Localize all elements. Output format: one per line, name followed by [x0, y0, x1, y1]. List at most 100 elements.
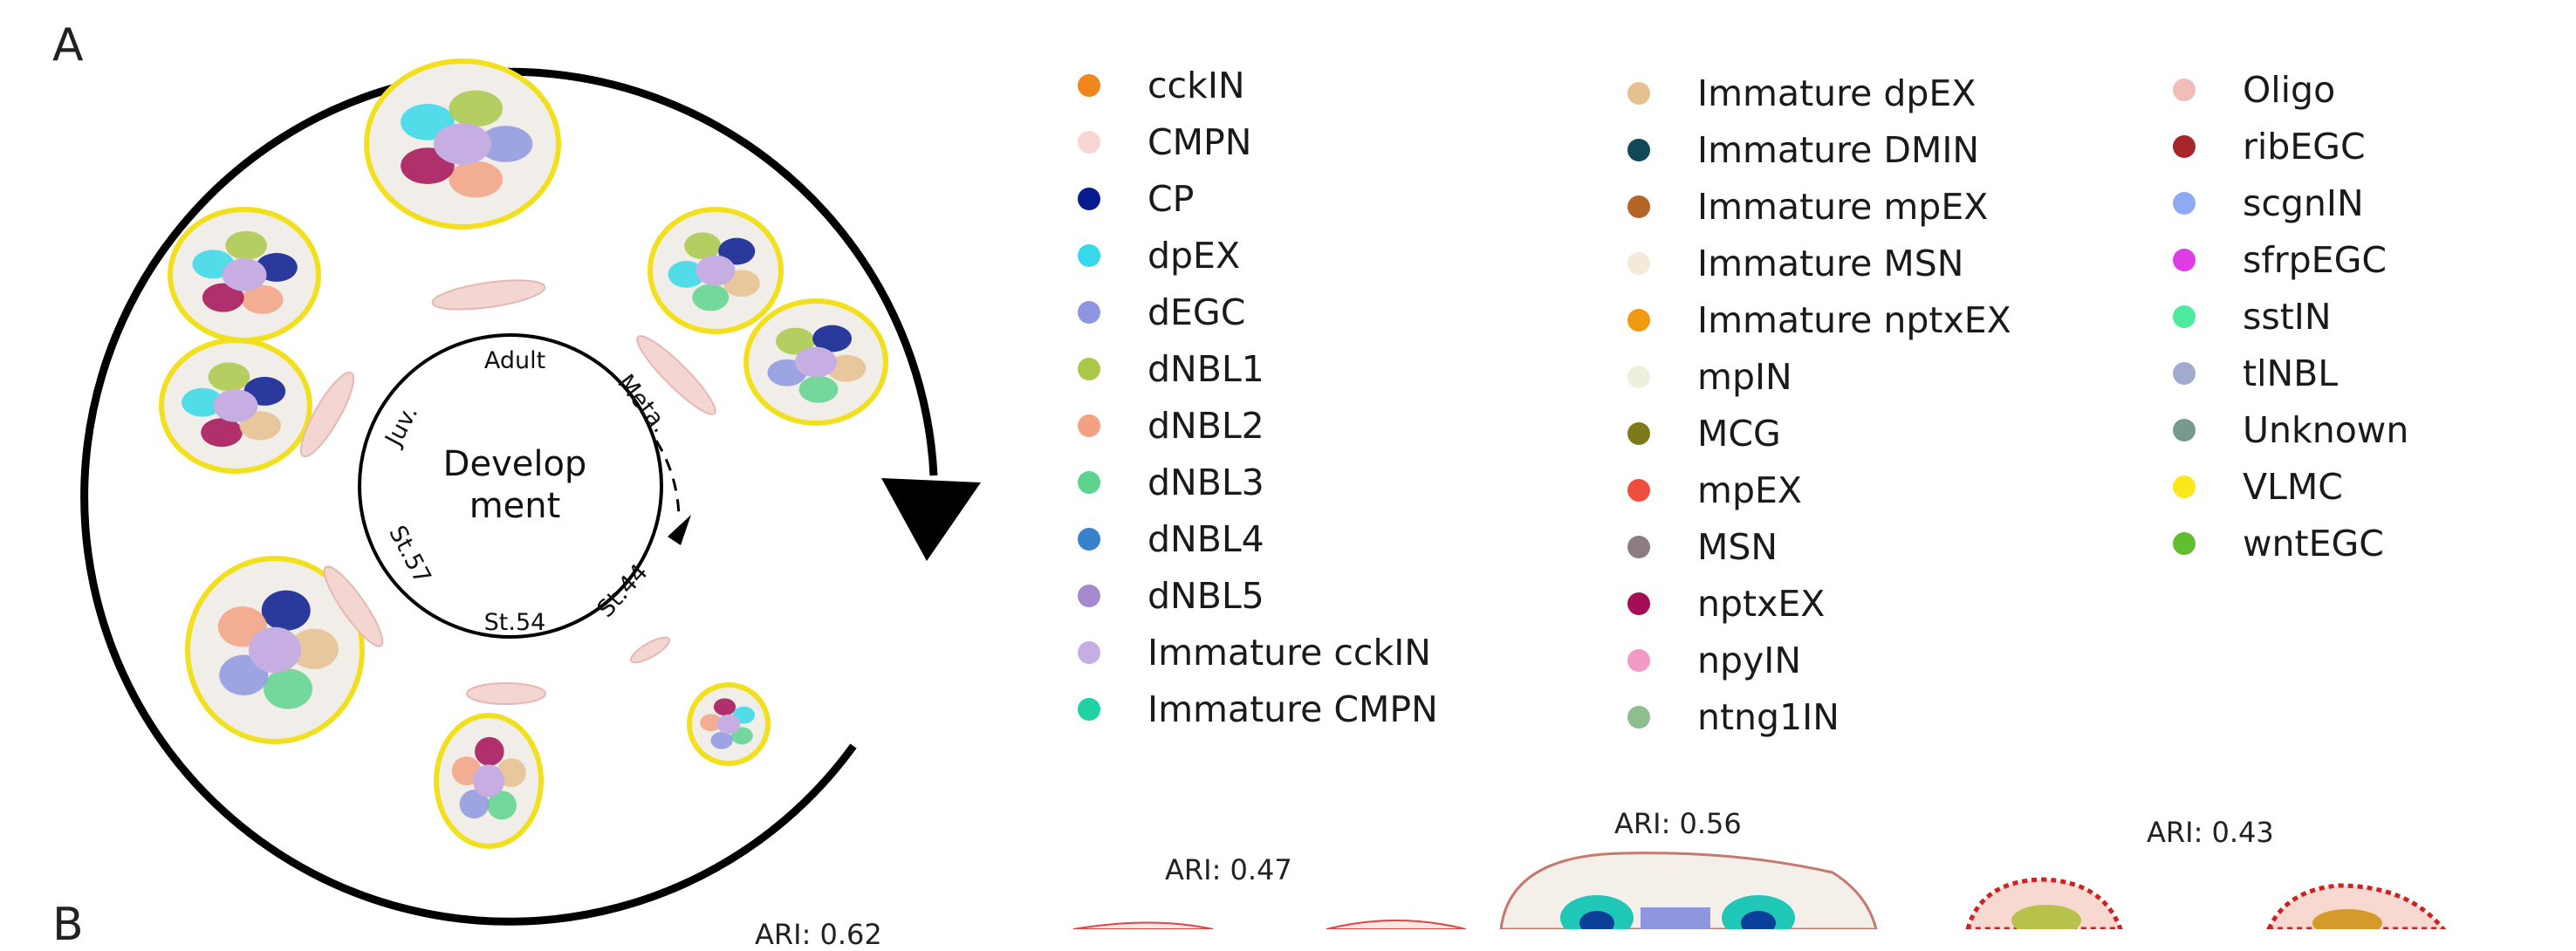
legend-swatch [1078, 470, 1100, 494]
brain-section [434, 713, 544, 849]
legend-swatch [1078, 527, 1100, 551]
legend-label: CP [1148, 177, 1195, 220]
legend-label: mpEX [1697, 469, 1802, 511]
legend-label: mpIN [1697, 355, 1792, 398]
legend-swatch [1078, 357, 1100, 380]
legend-column-1: cckIN CMPN CP dpEX dEGC dNBL1 dNBL2 dNBL3 dNBL4 d… [1078, 57, 1438, 737]
legend-swatch [1627, 648, 1650, 672]
axolotl-juv [299, 371, 355, 458]
legend-label: Immature cckIN [1148, 631, 1431, 674]
legend-item: MSN [1627, 518, 2011, 575]
legend-swatch [1078, 697, 1100, 721]
legend-column-2: Immature dpEX Immature DMIN Immature mpEX I… [1627, 65, 2011, 745]
legend-label: sfrpEGC [2243, 238, 2387, 281]
section-b1 [1072, 921, 1214, 929]
legend-label: dNBL1 [1148, 347, 1264, 390]
legend-swatch [1627, 251, 1650, 275]
legend-swatch [1078, 640, 1100, 664]
brain-section [364, 58, 561, 229]
stage-label: St.44 [593, 559, 654, 623]
axolotl-st54 [466, 682, 546, 705]
legend-item: nptxEX [1627, 575, 2011, 632]
legend-item: Immature CMPN [1078, 681, 1438, 737]
legend-swatch [1078, 73, 1100, 97]
legend-label: scgnIN [2243, 181, 2364, 224]
legend-label: dpEX [1148, 234, 1241, 277]
legend-swatch [1627, 592, 1650, 615]
legend-swatch [1627, 195, 1650, 218]
legend-item: VLMC [2173, 458, 2408, 515]
legend-item: dNBL5 [1078, 567, 1438, 624]
legend-label: Immature nptxEX [1697, 298, 2011, 341]
legend-label: dNBL4 [1148, 517, 1264, 560]
legend-item: scgnIN [2173, 174, 2408, 231]
legend-label: Oligo [2243, 68, 2336, 111]
legend-item: CP [1078, 170, 1438, 227]
legend-item: npyIN [1627, 632, 2011, 688]
legend-label: Immature mpEX [1697, 185, 1989, 228]
legend-swatch [2173, 191, 2196, 215]
legend-swatch [2173, 475, 2196, 498]
legend-item: dNBL3 [1078, 454, 1438, 510]
figure: A B Develop ment Adult Meta. St.44 St.54 St.5… [52, 19, 2447, 951]
cycle-center-line: Develop [443, 444, 587, 484]
legend-item: Oligo [2173, 61, 2408, 118]
legend-item: Immature dpEX [1627, 65, 2011, 121]
legend-label: ntng1IN [1697, 695, 1840, 738]
brain-section [647, 207, 784, 334]
section-b2 [1326, 920, 1467, 929]
legend-item: dNBL2 [1078, 397, 1438, 454]
legend-label: npyIN [1697, 639, 1802, 681]
legend-item: cckIN [1078, 57, 1438, 113]
legend-swatch [1627, 421, 1650, 445]
legend-item: ribEGC [2173, 118, 2408, 174]
ari-label-1: ARI: 0.47 [1165, 853, 1292, 886]
legend-label: dNBL2 [1148, 404, 1264, 447]
legend-label: Immature MSN [1697, 242, 1964, 284]
legend-item: mpIN [1627, 348, 2011, 405]
legend-swatch [1627, 365, 1650, 388]
legend-item: Immature cckIN [1078, 624, 1438, 681]
stage-label: St.54 [484, 609, 546, 636]
legend-item: Immature DMIN [1627, 121, 2011, 178]
inner-arrowhead [668, 515, 691, 545]
legend-label: Immature dpEX [1697, 72, 1977, 114]
legend-swatch [2173, 531, 2196, 555]
legend-swatch [2173, 248, 2196, 271]
legend-item: dEGC [1078, 284, 1438, 340]
axolotl-st44 [629, 636, 671, 664]
legend-swatch [2173, 304, 2196, 328]
legend-swatch [1078, 243, 1100, 267]
legend-swatch [1627, 308, 1650, 332]
legend-label: VLMC [2243, 465, 2343, 508]
legend-item: mpEX [1627, 462, 2011, 518]
section-b4 [1965, 877, 2123, 929]
legend-swatch [2173, 361, 2196, 385]
legend-item: wntEGC [2173, 515, 2408, 571]
legend-label: tlNBL [2243, 352, 2339, 394]
legend-label: MSN [1697, 525, 1778, 568]
legend-swatch [1627, 81, 1650, 105]
legend-item: Immature mpEX [1627, 178, 2011, 235]
legend-swatch [1627, 478, 1650, 502]
inner-dashed-arc [654, 440, 681, 520]
legend-swatch [2173, 418, 2196, 441]
legend-item: dNBL4 [1078, 510, 1438, 567]
section-b3 [1499, 852, 1878, 929]
axolotl-st57 [323, 565, 384, 647]
inner-cycle-circle [358, 333, 663, 639]
ari-label-3: ARI: 0.43 [2147, 816, 2274, 849]
cycle-center-line: ment [469, 486, 561, 526]
axolotl-meta [636, 335, 716, 415]
legend-swatch [2173, 78, 2196, 101]
legend-label: dNBL5 [1148, 574, 1264, 617]
legend-item: sstIN [2173, 288, 2408, 345]
legend-item: CMPN [1078, 113, 1438, 170]
legend-label: dEGC [1148, 291, 1246, 333]
outer-arrowhead [881, 478, 981, 561]
legend-swatch [1627, 705, 1650, 729]
brain-section [743, 298, 888, 426]
legend-label: CMPN [1148, 120, 1252, 163]
legend-swatch [1078, 130, 1100, 154]
legend-swatch [1078, 187, 1100, 210]
